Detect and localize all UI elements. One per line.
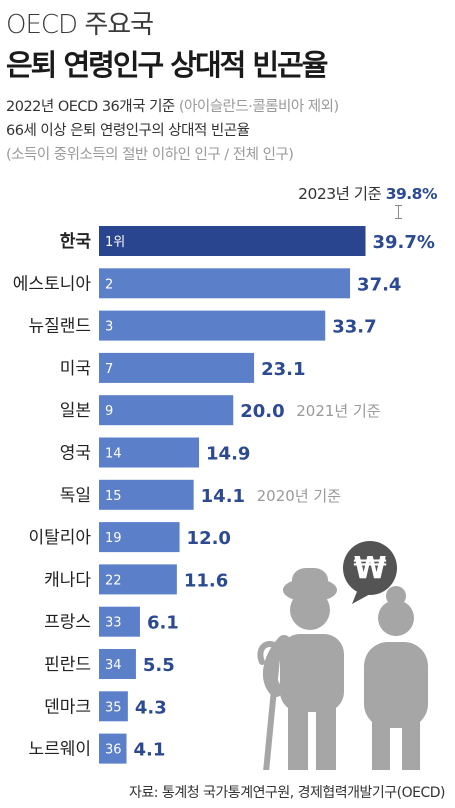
category-label: 독일 [60, 486, 91, 506]
rank-label: 1위 [105, 235, 125, 250]
subtitle-main: 2022년 OECD 36개국 기준 [6, 99, 175, 115]
rank-label: 19 [105, 531, 122, 546]
value-label: 14.1 [201, 486, 245, 507]
value-label: 33.7 [332, 317, 376, 338]
year-note: 2021년 기준 [296, 402, 381, 420]
value-label: 20.0 [240, 401, 284, 422]
won-bubble-icon: ₩ [343, 541, 397, 604]
annotation-pointer [395, 205, 402, 219]
category-label: 캐나다 [44, 570, 91, 590]
category-label: 이탈리아 [28, 528, 91, 548]
category-label: 프랑스 [44, 613, 91, 633]
annotation-2023-value: 39.8% [385, 185, 438, 203]
annotation-2023: 2023년 기준 39.8% [298, 182, 437, 204]
bar [99, 268, 351, 299]
value-label: 12.0 [187, 528, 231, 549]
value-label: 11.6 [184, 570, 228, 591]
rank-label: 36 [105, 743, 122, 758]
rank-label: 9 [105, 404, 113, 419]
value-label: 39.7% [373, 232, 435, 253]
year-note: 2020년 기준 [257, 487, 342, 505]
chart-description: 66세 이상 은퇴 연령인구의 상대적 빈곤율 [6, 123, 250, 139]
value-label: 4.3 [135, 697, 167, 718]
bar [99, 226, 366, 256]
rank-label: 14 [105, 447, 122, 462]
category-label: 영국 [60, 444, 91, 464]
bar [99, 522, 180, 553]
value-label: 37.4 [357, 274, 401, 295]
bar [99, 479, 194, 510]
bar [99, 606, 140, 637]
bar [99, 395, 234, 426]
category-label: 노르웨이 [28, 740, 91, 760]
category-label: 에스토니아 [13, 274, 92, 294]
category-label: 미국 [60, 359, 91, 379]
value-label: 5.5 [143, 655, 175, 676]
won-symbol: ₩ [353, 551, 386, 586]
category-label: 핀란드 [44, 655, 91, 675]
subtitle-basis: 2022년 OECD 36개국 기준 (아이슬란드·콜롬비아 제외) [6, 95, 339, 116]
chart-title: 은퇴 연령인구 상대적 빈곤율 [6, 48, 328, 82]
bar [99, 649, 136, 679]
rank-label: 3 [105, 320, 113, 335]
category-label: 덴마크 [44, 697, 91, 717]
category-label: 한국 [60, 232, 92, 252]
bar [99, 691, 128, 722]
elderly-woman-figure [364, 586, 428, 770]
rank-label: 33 [105, 616, 122, 631]
annotation-2023-label: 2023년 기준 [298, 185, 382, 203]
elderly-man-figure [262, 568, 344, 770]
chart-kicker: OECD 주요국 [6, 10, 154, 40]
category-label: 일본 [60, 401, 91, 421]
bar [99, 733, 127, 764]
bar [99, 437, 200, 468]
bar [99, 310, 326, 341]
source-note: 자료: 통계청 국가통계연구원, 경제협력개발기구(OECD) [129, 785, 445, 801]
value-label: 23.1 [261, 359, 305, 380]
rank-label: 2 [105, 277, 113, 292]
bar-chart: 한국 1위 39.7% 에스토니아 2 37.4 뉴질랜드 3 33.7 미국 7 23.1 일본 9 20… [13, 226, 435, 764]
bar [99, 352, 255, 383]
subtitle-exclusion: (아이슬란드·콜롬비아 제외) [178, 99, 339, 115]
rank-label: 34 [105, 658, 122, 673]
rank-label: 7 [105, 362, 113, 377]
value-label: 14.9 [206, 444, 250, 465]
walking-cane [257, 641, 282, 770]
elderly-couple-illustration: ₩ [257, 541, 428, 770]
rank-label: 22 [105, 573, 122, 588]
value-label: 6.1 [147, 613, 179, 634]
value-label: 4.1 [134, 740, 166, 761]
chart-definition: (소득이 중위소득의 절반 이하인 인구 / 전체 인구) [6, 147, 294, 163]
rank-label: 15 [105, 489, 122, 504]
rank-label: 35 [105, 700, 122, 715]
category-label: 뉴질랜드 [28, 317, 91, 337]
bar [99, 564, 177, 595]
